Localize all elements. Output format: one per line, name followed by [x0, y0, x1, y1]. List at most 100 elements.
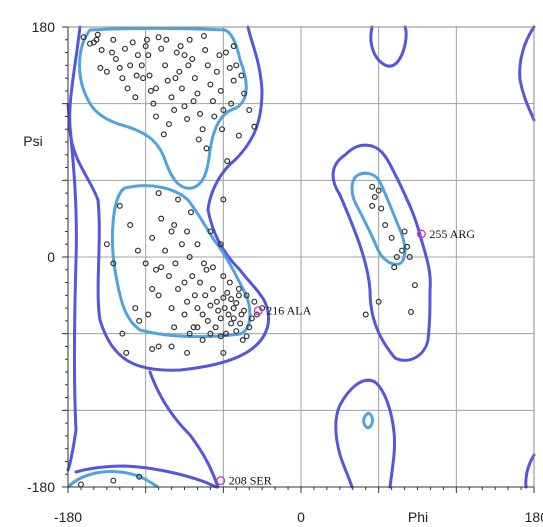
- residue-point: [222, 330, 229, 337]
- residue-point: [149, 234, 156, 241]
- residue-point: [209, 264, 216, 271]
- residue-point: [194, 305, 201, 312]
- residue-point: [200, 32, 207, 39]
- residue-point: [375, 298, 382, 305]
- residue-point: [243, 292, 250, 299]
- outlier-point: [416, 229, 426, 239]
- residue-point: [230, 305, 237, 312]
- residue-point: [132, 94, 139, 101]
- allowed-region-left-edge: [66, 103, 78, 472]
- residue-point: [162, 247, 169, 254]
- residue-point: [213, 68, 220, 75]
- residue-point: [119, 75, 126, 82]
- residue-point: [233, 62, 240, 69]
- residue-point: [116, 64, 123, 71]
- allowed-region-lower-left: [148, 370, 220, 489]
- residue-point: [204, 62, 211, 69]
- residue-point: [181, 52, 188, 59]
- residue-point: [145, 52, 152, 59]
- residue-point: [136, 317, 143, 324]
- residue-point: [235, 285, 242, 292]
- residue-point: [230, 43, 237, 50]
- residue-point: [207, 330, 214, 337]
- residue-point: [160, 131, 167, 138]
- residue-point: [153, 266, 160, 273]
- residue-point: [220, 349, 227, 356]
- outlier-label: 216 ALA: [266, 304, 311, 318]
- residue-point: [178, 241, 185, 248]
- residue-point: [185, 62, 192, 69]
- outlier-points: 255 ARG 216 ALA 208 SER: [216, 227, 475, 488]
- residue-point: [194, 90, 201, 97]
- residue-point: [110, 260, 117, 267]
- residue-point: [388, 234, 395, 241]
- residue-point: [175, 196, 182, 203]
- residue-point: [238, 72, 245, 79]
- residue-point: [243, 333, 250, 340]
- residue-point: [98, 46, 105, 53]
- residue-point: [164, 77, 171, 84]
- residue-point: [168, 228, 175, 235]
- residue-point: [233, 328, 240, 335]
- residue-point: [220, 294, 227, 301]
- residue-point: [228, 100, 235, 107]
- residue-point: [199, 337, 206, 344]
- residue-point: [217, 241, 224, 248]
- residue-point: [217, 87, 224, 94]
- residue-point: [133, 72, 140, 79]
- favoured-region-alpha: [110, 184, 252, 339]
- residue-point: [187, 209, 194, 216]
- residue-point: [145, 311, 152, 318]
- residue-point: [189, 273, 196, 280]
- residue-point: [172, 75, 179, 82]
- residue-point: [237, 320, 244, 327]
- residue-point: [191, 75, 198, 82]
- residue-point: [158, 45, 165, 52]
- residue-point: [199, 311, 206, 318]
- residue-point: [203, 145, 210, 152]
- residue-point: [168, 343, 175, 350]
- residue-point: [224, 158, 231, 165]
- y-tick-label: 0: [47, 249, 55, 265]
- residue-point: [171, 324, 178, 331]
- residue-point: [127, 222, 134, 229]
- residue-point: [230, 77, 237, 84]
- residue-point: [224, 289, 231, 296]
- residue-point: [194, 241, 201, 248]
- favoured-region-small-loop: [362, 411, 374, 430]
- residue-point: [211, 113, 218, 120]
- residue-point: [213, 298, 220, 305]
- residue-point: [97, 64, 104, 71]
- residue-point: [251, 123, 258, 130]
- residue-point: [189, 55, 196, 62]
- residue-point: [226, 279, 233, 286]
- residue-point: [162, 62, 169, 69]
- residue-point: [173, 49, 180, 56]
- residue-point: [153, 113, 160, 120]
- residue-point: [127, 62, 134, 69]
- residue-point: [220, 273, 227, 280]
- residue-point: [212, 324, 219, 331]
- allowed-region-left-handed-helix: [331, 143, 432, 362]
- residue-point: [134, 247, 141, 254]
- residue-point: [103, 68, 110, 75]
- residue-point: [136, 473, 143, 480]
- residue-point: [149, 285, 156, 292]
- axes: -180 0 180 180 0 -180: [27, 19, 543, 525]
- residue-point: [199, 126, 206, 133]
- residue-point: [246, 107, 253, 114]
- residue-point: [191, 292, 198, 299]
- residue-point: [181, 311, 188, 318]
- gridlines: [68, 27, 534, 487]
- outlier-label: 255 ARG: [429, 227, 475, 241]
- residue-point: [222, 49, 229, 56]
- residue-point: [132, 305, 139, 312]
- residue-point: [184, 228, 191, 235]
- residue-point: [251, 298, 258, 305]
- residue-point: [369, 202, 376, 209]
- residue-point: [378, 205, 385, 212]
- residue-point: [190, 98, 197, 105]
- residue-point: [155, 292, 162, 299]
- residue-point: [225, 311, 232, 318]
